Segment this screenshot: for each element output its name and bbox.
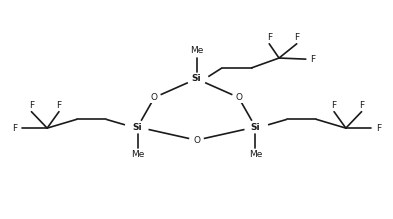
Text: F: F bbox=[331, 101, 337, 110]
Text: Me: Me bbox=[131, 150, 144, 159]
Text: F: F bbox=[359, 101, 364, 110]
Text: Me: Me bbox=[249, 150, 262, 159]
Text: F: F bbox=[12, 124, 17, 133]
Text: F: F bbox=[310, 55, 316, 64]
Text: F: F bbox=[56, 101, 62, 110]
Text: Si: Si bbox=[133, 122, 142, 132]
Text: F: F bbox=[29, 101, 34, 110]
Text: O: O bbox=[193, 136, 200, 145]
Text: F: F bbox=[376, 124, 381, 133]
Text: F: F bbox=[294, 33, 299, 42]
Text: O: O bbox=[151, 93, 158, 102]
Text: O: O bbox=[235, 93, 242, 102]
Text: Si: Si bbox=[251, 122, 260, 132]
Text: Me: Me bbox=[190, 46, 203, 55]
Text: F: F bbox=[266, 33, 272, 42]
Text: Si: Si bbox=[192, 74, 201, 83]
